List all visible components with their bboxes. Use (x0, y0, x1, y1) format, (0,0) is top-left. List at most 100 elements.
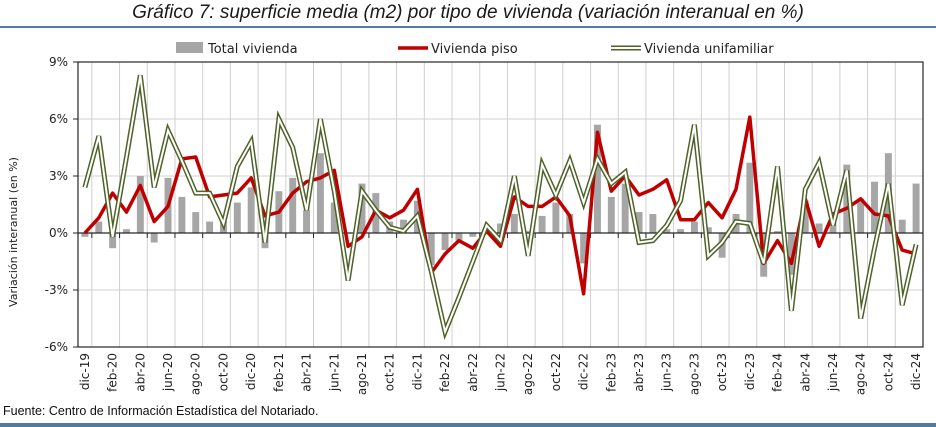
gridlines (78, 61, 923, 348)
x-tick-label: jun-22 (494, 353, 508, 392)
bar (441, 233, 449, 251)
bar (178, 196, 186, 233)
bar (704, 227, 712, 233)
x-tick-label: jun-24 (826, 353, 840, 392)
legend-item: Vivienda piso (398, 42, 518, 57)
chart-title: Gráfico 7: superficie media (m2) por tip… (132, 2, 804, 23)
bar (469, 233, 477, 237)
x-tick-label: feb-22 (438, 353, 452, 392)
bar (330, 202, 338, 233)
bar (815, 223, 823, 233)
bar (871, 181, 878, 233)
x-tick-label: feb-20 (106, 353, 120, 392)
bar (774, 231, 782, 233)
bar (787, 233, 795, 275)
bar (621, 183, 629, 233)
legend-swatch-bar (176, 42, 203, 53)
x-tick-label: abr-23 (632, 353, 646, 392)
y-axis-label: Variación interanual (en %) (7, 157, 20, 307)
bar (663, 229, 671, 233)
x-tick-label: oct-20 (216, 353, 230, 391)
y-tick-label: -6% (45, 340, 68, 354)
source-note: Fuente: Centro de Información Estadístic… (3, 404, 319, 418)
bar (580, 233, 588, 264)
x-tick-label: dic-21 (410, 353, 424, 390)
legend-label: Vivienda piso (431, 42, 518, 57)
bar (316, 153, 324, 233)
x-tick-label: feb-21 (272, 353, 286, 392)
y-tick-label: 9% (49, 55, 68, 69)
x-tick-label: ago-20 (189, 353, 203, 395)
bottom-divider (0, 423, 936, 427)
bar (247, 187, 255, 233)
x-tick-label: oct-21 (383, 353, 397, 391)
legend-label: Total vivienda (207, 42, 298, 57)
bar (607, 196, 615, 233)
bar (857, 198, 865, 233)
x-tick-label: dic-23 (743, 353, 757, 390)
bar (233, 202, 241, 233)
bar (400, 219, 407, 233)
bar (594, 124, 601, 233)
line-vivienda-unifamiliar-inner (83, 75, 918, 336)
bar (95, 221, 103, 233)
bar (427, 233, 435, 266)
bar (898, 219, 906, 233)
legend-label: Vivienda unifamiliar (644, 42, 774, 57)
bar (206, 221, 214, 233)
bar (289, 177, 297, 233)
legend-item: Total vivienda (176, 42, 298, 57)
title-divider (0, 26, 936, 28)
x-tick-label: dic-19 (78, 353, 92, 390)
bar (538, 215, 546, 233)
bar (455, 233, 463, 241)
y-tick-label: 0% (49, 226, 68, 240)
bar (677, 229, 685, 233)
y-tick-label: 3% (49, 169, 68, 183)
y-tick-label: 6% (49, 112, 68, 126)
bar (150, 233, 158, 243)
bar (843, 164, 851, 233)
plot-frame (77, 61, 924, 348)
bar (690, 221, 698, 233)
x-tick-label: jun-23 (660, 353, 674, 392)
x-tick-label: oct-22 (549, 353, 563, 391)
x-tick-label: dic-24 (909, 353, 923, 390)
x-tick-label: jun-21 (327, 353, 341, 392)
x-tick-label: oct-23 (715, 353, 729, 391)
bar (136, 176, 144, 233)
bar (109, 233, 117, 249)
bar (635, 212, 643, 233)
x-tick-label: dic-22 (577, 353, 591, 390)
x-tick-label: oct-24 (881, 353, 895, 391)
line-vivienda-unifamiliar (82, 74, 919, 341)
x-tick-label: feb-23 (604, 353, 618, 392)
x-tick-label: feb-24 (771, 353, 785, 392)
x-tick-labels: dic-19 feb-20 abr-20 jun-20 ago-20 oct-20 dic-… (78, 353, 923, 395)
x-tick-label: jun-20 (161, 353, 175, 392)
bar (746, 162, 754, 233)
bar (192, 212, 200, 233)
x-tick-label: ago-21 (355, 353, 369, 395)
series-lines (82, 74, 919, 341)
x-tick-label: abr-24 (798, 353, 812, 392)
legend-item: Vivienda unifamiliar (611, 42, 774, 57)
legend: Total vivienda Vivienda piso Vivienda unif… (176, 42, 774, 57)
y-tick-labels: -6% -3% 0% 3% 6% 9% (45, 55, 68, 354)
x-tick-label: dic-20 (244, 353, 258, 390)
bar (829, 223, 837, 233)
bar (524, 231, 532, 233)
bar (912, 183, 920, 233)
bar (510, 214, 518, 233)
bar (801, 200, 809, 233)
bar (123, 229, 130, 233)
bar (552, 202, 560, 233)
y-tick-label: -3% (45, 283, 68, 297)
bar (303, 210, 311, 233)
x-tick-label: abr-21 (300, 353, 314, 392)
x-tick-label: ago-22 (521, 353, 535, 395)
axes (73, 61, 924, 348)
bar (649, 214, 657, 233)
bar (358, 183, 366, 233)
